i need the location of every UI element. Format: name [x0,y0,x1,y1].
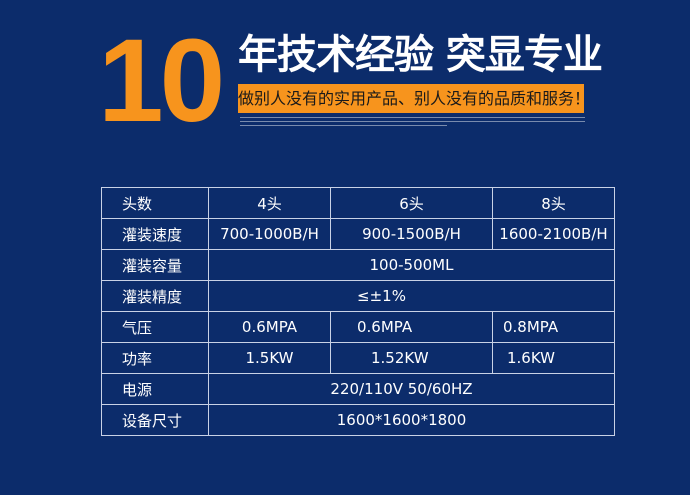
table-row: 气压 0.6MPA 0.6MPA 0.8MPA [101,311,615,343]
table-cell: 220/110V 50/60HZ [208,373,615,405]
table-cell: 900-1500B/H [330,218,493,250]
table-cell: ≤±1% [208,280,615,312]
table-row: 功率 1.5KW 1.52KW 1.6KW [101,342,615,374]
row-label: 气压 [101,311,209,343]
row-label: 电源 [101,373,209,405]
row-label: 灌装速度 [101,218,209,250]
headline-number: 10 [98,15,225,147]
table-cell: 0.8MPA [492,311,615,343]
table-row: 电源 220/110V 50/60HZ [101,373,615,405]
header-cell: 4头 [208,187,331,219]
decorative-fine-text [240,117,585,129]
headline-title: 年技术经验 突显专业 [238,32,603,78]
row-label: 灌装精度 [101,280,209,312]
table-row: 灌装容量 100-500ML [101,249,615,281]
table-cell: 100-500ML [208,249,615,281]
spec-table: 头数 4头 6头 8头 灌装速度 700-1000B/H 900-1500B/H… [101,187,615,436]
row-label: 灌装容量 [101,249,209,281]
table-row: 设备尺寸 1600*1600*1800 [101,404,615,436]
row-label: 设备尺寸 [101,404,209,436]
header-cell: 头数 [101,187,209,219]
table-cell: 0.6MPA [208,311,331,343]
header-cell: 6头 [330,187,493,219]
table-cell: 1.52KW [330,342,493,374]
row-label: 功率 [101,342,209,374]
table-row: 灌装精度 ≤±1% [101,280,615,312]
table-row: 灌装速度 700-1000B/H 900-1500B/H 1600-2100B/… [101,218,615,250]
table-cell: 1.5KW [208,342,331,374]
table-cell: 1.6KW [492,342,615,374]
table-row: 头数 4头 6头 8头 [101,187,615,219]
table-cell: 700-1000B/H [208,218,331,250]
header-cell: 8头 [492,187,615,219]
table-cell: 0.6MPA [330,311,493,343]
table-cell: 1600*1600*1800 [208,404,615,436]
slogan-band: 做别人没有的实用产品、别人没有的品质和服务！ [238,84,590,113]
table-cell: 1600-2100B/H [492,218,615,250]
